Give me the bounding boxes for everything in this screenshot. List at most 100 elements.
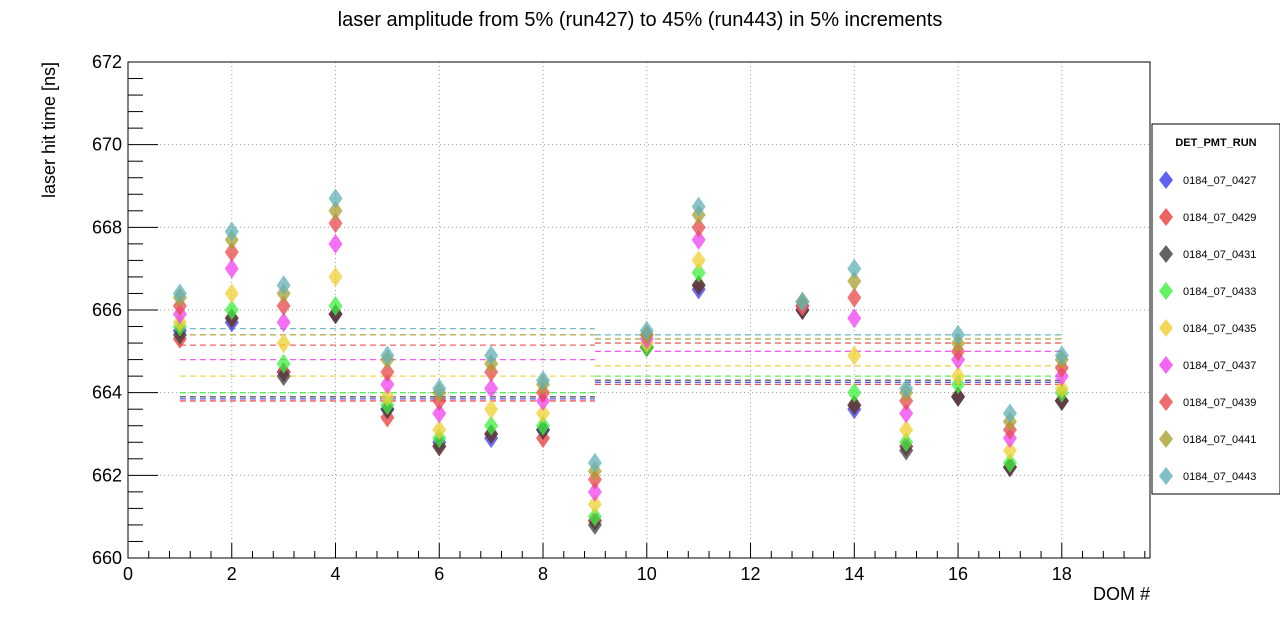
- legend-label: 0184_07_0429: [1183, 212, 1256, 224]
- data-point: [1054, 345, 1069, 366]
- legend: DET_PMT_RUN 0184_07_04270184_07_04290184…: [1151, 123, 1280, 495]
- axis-ticks: [127, 61, 1146, 559]
- legend-marker: [1159, 208, 1173, 226]
- data-point: [328, 200, 343, 221]
- data-point: [224, 300, 239, 320]
- y-tick-label: 666: [92, 300, 122, 320]
- legend-marker: [1159, 467, 1173, 485]
- data-point: [587, 506, 602, 527]
- data-point: [276, 295, 291, 316]
- data-point: [380, 386, 395, 407]
- data-point: [484, 378, 499, 399]
- data-point: [691, 229, 706, 250]
- data-point: [224, 258, 239, 279]
- legend-marker: [1159, 430, 1173, 448]
- data-point: [1002, 440, 1017, 461]
- legend-label: 0184_07_0431: [1183, 249, 1256, 261]
- x-tick-label: 4: [331, 564, 341, 584]
- legend-label: 0184_07_0427: [1183, 175, 1256, 187]
- y-tick-label: 670: [92, 135, 122, 155]
- data-point: [951, 386, 966, 407]
- data-point: [691, 196, 706, 217]
- data-point: [587, 481, 602, 502]
- data-point: [536, 403, 551, 424]
- legend-marker: [1159, 245, 1173, 263]
- data-points: [172, 188, 1069, 535]
- legend-entry: 0184_07_0433: [1159, 282, 1256, 300]
- data-point: [484, 399, 499, 420]
- legend-entry: 0184_07_0437: [1159, 356, 1256, 374]
- data-point: [847, 395, 862, 416]
- data-point: [847, 271, 862, 292]
- data-point: [899, 432, 914, 453]
- legend-entry: 0184_07_0427: [1159, 171, 1256, 189]
- data-point: [276, 312, 291, 333]
- data-point: [380, 374, 395, 395]
- data-point: [639, 320, 654, 341]
- data-point: [380, 362, 395, 382]
- axis-tick-labels: 0 2 4 6 8 10 12 14 16 18 660 662 664 666 668 670 672: [92, 52, 1072, 584]
- data-point: [587, 452, 602, 473]
- legend-entry: 0184_07_0439: [1159, 393, 1256, 411]
- data-point: [432, 403, 447, 424]
- legend-entry: 0184_07_0431: [1159, 245, 1256, 263]
- data-point: [432, 419, 447, 440]
- legend-box: [1151, 123, 1280, 495]
- data-point: [899, 419, 914, 440]
- y-axis-label: laser hit time [ns]: [39, 62, 59, 198]
- x-tick-label: 16: [948, 564, 968, 584]
- data-point: [432, 378, 447, 399]
- data-point: [224, 283, 239, 304]
- legend-marker: [1159, 319, 1173, 337]
- x-axis-label: DOM #: [1093, 584, 1150, 604]
- data-point: [380, 345, 395, 366]
- legend-marker: [1159, 171, 1173, 189]
- data-point: [172, 283, 187, 304]
- data-point: [224, 221, 239, 242]
- y-tick-label: 672: [92, 52, 122, 72]
- data-point: [484, 345, 499, 366]
- legend-label: 0184_07_0433: [1183, 286, 1256, 298]
- data-point: [276, 366, 291, 387]
- data-point: [536, 370, 551, 391]
- data-point: [276, 275, 291, 296]
- data-point: [328, 295, 343, 316]
- legend-label: 0184_07_0435: [1183, 323, 1256, 335]
- data-point: [951, 366, 966, 387]
- data-point: [847, 287, 862, 308]
- x-tick-label: 8: [538, 564, 548, 584]
- data-point: [276, 333, 291, 354]
- data-point: [847, 382, 862, 403]
- legend-label: 0184_07_0439: [1183, 397, 1256, 409]
- data-point: [224, 242, 239, 263]
- data-point: [691, 262, 706, 283]
- data-point: [847, 345, 862, 366]
- data-point: [328, 213, 343, 234]
- y-tick-label: 664: [92, 383, 122, 403]
- x-tick-label: 2: [227, 564, 237, 584]
- x-tick-label: 0: [123, 564, 133, 584]
- chart-title: laser amplitude from 5% (run427) to 45% …: [338, 9, 943, 31]
- data-point: [847, 308, 862, 329]
- data-point: [276, 353, 291, 374]
- legend-entry: 0184_07_0429: [1159, 208, 1256, 226]
- data-point: [536, 415, 551, 436]
- data-point: [328, 233, 343, 254]
- data-point: [1054, 378, 1069, 399]
- data-point: [587, 494, 602, 515]
- legend-marker: [1159, 356, 1173, 374]
- legend-marker: [1159, 393, 1173, 411]
- data-point: [691, 275, 706, 296]
- legend-entry: 0184_07_0435: [1159, 319, 1256, 337]
- y-tick-label: 660: [92, 548, 122, 568]
- mean-lines: [179, 327, 1062, 402]
- legend-entry: 0184_07_0443: [1159, 467, 1256, 485]
- data-point: [899, 403, 914, 424]
- x-tick-label: 10: [637, 564, 657, 584]
- data-point: [328, 188, 343, 209]
- legend-entry: 0184_07_0441: [1159, 430, 1256, 448]
- legend-items: 0184_07_0427 0184_07_0429 0184_07_0431 0184…: [1159, 171, 1256, 485]
- y-tick-label: 662: [92, 465, 122, 485]
- legend-label: 0184_07_0437: [1183, 360, 1256, 372]
